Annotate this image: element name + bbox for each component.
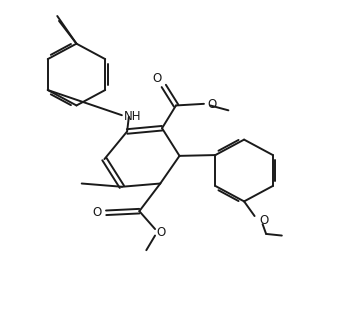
Text: O: O: [157, 226, 166, 239]
Text: O: O: [153, 72, 162, 85]
Text: O: O: [259, 215, 268, 227]
Text: O: O: [93, 206, 102, 219]
Text: O: O: [207, 98, 217, 111]
Text: NH: NH: [124, 110, 142, 123]
